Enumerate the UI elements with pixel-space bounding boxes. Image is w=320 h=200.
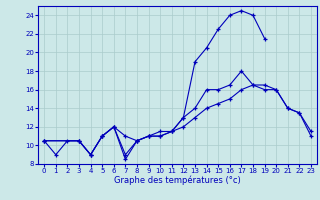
X-axis label: Graphe des températures (°c): Graphe des températures (°c) <box>114 176 241 185</box>
